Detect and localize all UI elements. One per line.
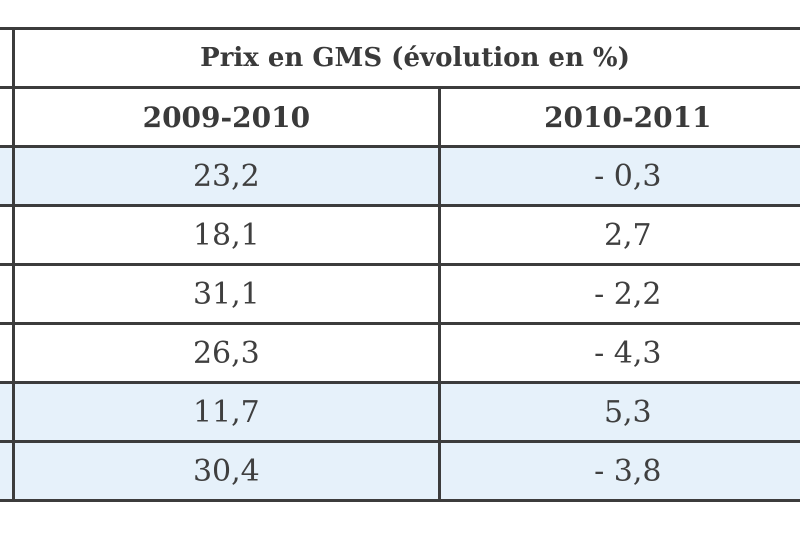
cell-2009-2010: 18,1 [12, 204, 441, 266]
table-row: 18,1 2,7 [0, 204, 800, 266]
cell-2010-2011: - 3,8 [437, 440, 800, 502]
cell-2009-2010: 30,4 [12, 440, 441, 502]
cell-2009-2010: 26,3 [12, 322, 441, 384]
table-row: 11,7 5,3 [0, 381, 800, 443]
row-label-cell [0, 263, 16, 325]
cell-2009-2010: 11,7 [12, 381, 441, 443]
row-label-cell [0, 145, 16, 207]
table-title: Prix en GMS (évolution en %) [12, 27, 800, 89]
header-row-label-cell [0, 86, 16, 148]
row-label-cell [0, 204, 16, 266]
table-header-row: 2009-2010 2010-2011 [0, 86, 800, 148]
cell-2010-2011: - 2,2 [437, 263, 800, 325]
cell-2010-2011: - 0,3 [437, 145, 800, 207]
price-evolution-table: Prix en GMS (évolution en %) 2009-2010 2… [0, 27, 800, 502]
row-label-cell [0, 440, 16, 502]
column-header-2010-2011: 2010-2011 [437, 86, 800, 148]
table-row: 30,4 - 3,8 [0, 440, 800, 502]
title-row-label-cell [0, 27, 16, 89]
table-row: 23,2 - 0,3 [0, 145, 800, 207]
cell-2010-2011: - 4,3 [437, 322, 800, 384]
column-header-2009-2010: 2009-2010 [12, 86, 441, 148]
table-row: 31,1 - 2,2 [0, 263, 800, 325]
row-label-cell [0, 381, 16, 443]
table-title-row: Prix en GMS (évolution en %) [0, 27, 800, 89]
cell-2010-2011: 2,7 [437, 204, 800, 266]
row-label-cell [0, 322, 16, 384]
cell-2010-2011: 5,3 [437, 381, 800, 443]
cell-2009-2010: 23,2 [12, 145, 441, 207]
table-row: 26,3 - 4,3 [0, 322, 800, 384]
cell-2009-2010: 31,1 [12, 263, 441, 325]
